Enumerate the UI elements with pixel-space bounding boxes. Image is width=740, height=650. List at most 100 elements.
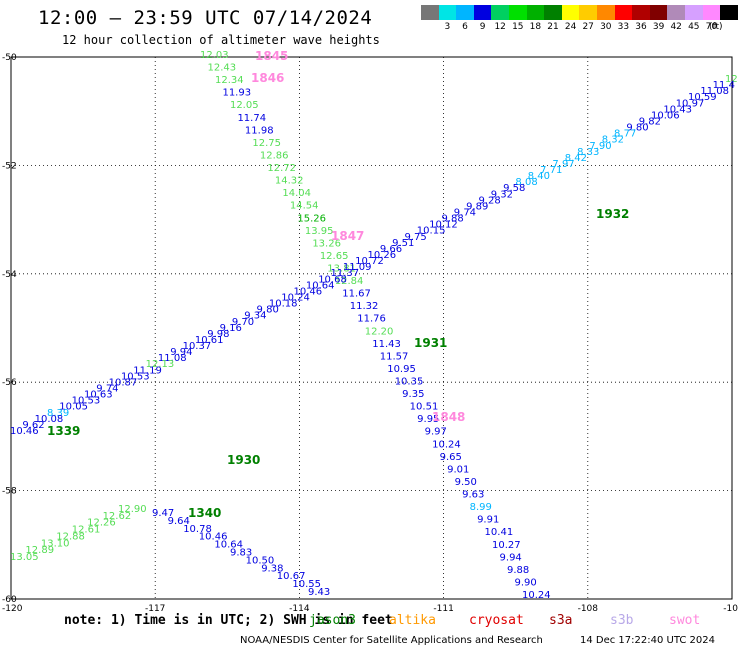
track-b-value: 10.63 (84, 390, 113, 401)
track-d-value: 10.64 (214, 540, 243, 551)
track-c-value: 12.90 (118, 504, 147, 515)
track-b-value: 9.80 (626, 123, 648, 134)
legend-label: 36 (635, 22, 647, 32)
track-a-value: 11.67 (342, 289, 371, 300)
page-subtitle: 12 hour collection of altimeter wave hei… (62, 33, 380, 47)
track-a-value: 12.03 (200, 50, 229, 61)
track-c-value: 13.10 (41, 538, 70, 549)
satellite-name: jason3 (309, 613, 356, 628)
track-d-value: 9.83 (230, 548, 252, 559)
track-a-value: 11.43 (372, 339, 401, 350)
legend-label: 24 (564, 22, 577, 32)
track-a-value: 9.95 (417, 414, 439, 425)
track-b-value: 9.74 (454, 208, 476, 219)
map-grid (11, 57, 732, 599)
pass-time-label: 1340 (188, 506, 221, 520)
track-a-value: 11.57 (380, 351, 409, 362)
track-b-value: 10.24 (281, 292, 310, 303)
track-a-value: 12.72 (267, 163, 296, 174)
latitude-label: -56 (2, 378, 17, 388)
legend-swatch (508, 5, 527, 20)
color-legend-labels: 3 6 9 12 15 18 21 24 27 30 33 36 39 42 45 70 (421, 22, 731, 34)
satellite-name: s3a (549, 613, 573, 628)
pass-time-label: 1931 (414, 336, 447, 350)
track-a-value: 12.05 (230, 100, 259, 111)
legend-swatch (526, 5, 545, 20)
longitude-label: -108 (578, 604, 599, 614)
track-b-value: 11.37 (331, 268, 360, 279)
track-b-value: 9.88 (441, 214, 463, 225)
track-b-value: 9.66 (380, 244, 402, 255)
footer-note: note: 1) Time is in UTC; 2) SWH is in fe… (64, 613, 393, 628)
track-d-value: 9.64 (168, 516, 190, 527)
legend-label: 9 (479, 22, 486, 32)
legend-label: 15 (512, 22, 524, 32)
track-b-value: 10.12 (429, 220, 458, 231)
track-b-value: 9.98 (207, 329, 229, 340)
track-b-value: 8.40 (528, 171, 550, 182)
legend-label: 21 (547, 22, 559, 32)
track-b-value: 9.32 (491, 189, 513, 200)
track-b-value: 9.51 (392, 238, 414, 249)
legend-swatch (561, 5, 580, 20)
track-a-value: 12.20 (365, 326, 394, 337)
legend-swatch (667, 5, 685, 20)
track-b-value: 10.61 (195, 335, 224, 346)
track-b-value: 9.94 (170, 347, 192, 358)
track-b-value: 8.33 (577, 147, 599, 158)
track-a-value: 8.99 (470, 502, 492, 513)
legend-swatch (421, 5, 439, 20)
pass-time-label: 1847 (331, 229, 364, 243)
pass-time-label: 1930 (227, 453, 260, 467)
track-b-value: 10.37 (183, 341, 212, 352)
legend-swatch (579, 5, 597, 20)
track-b-value: 12.13 (146, 359, 175, 370)
legend-swatch (614, 5, 633, 20)
footer-credit: NOAA/NESDIS Center for Satellite Applica… (240, 635, 543, 646)
track-b-value: 10.72 (355, 256, 384, 267)
legend-label: 39 (652, 22, 665, 32)
legend-label: 33 (617, 22, 630, 32)
track-b-value: 9.70 (232, 317, 254, 328)
track-c-value: 12.88 (56, 531, 85, 542)
legend-label: 45 (688, 22, 700, 32)
track-b-value: 11.08 (700, 86, 729, 97)
color-legend (421, 5, 738, 21)
latitude-label: -58 (2, 487, 17, 497)
legend-swatch (491, 5, 509, 20)
track-a-value: 11.32 (350, 301, 379, 312)
track-b-value: 10.46 (10, 426, 39, 437)
track-b-value: 9.58 (503, 183, 525, 194)
track-c-value: 12.61 (72, 525, 101, 536)
legend-swatch (632, 5, 650, 20)
track-b-value: 9.28 (478, 195, 500, 206)
track-b-value: 11.19 (133, 365, 162, 376)
track-a-value: 9.97 (425, 427, 447, 438)
track-b-value: 10.53 (121, 371, 150, 382)
pass-time-label: 1846 (251, 71, 284, 85)
track-a-value: 11.76 (357, 314, 386, 325)
track-a-value: 14.54 (290, 201, 319, 212)
track-a-value: 11.93 (222, 88, 251, 99)
track-b-value: 9.34 (244, 311, 266, 322)
track-a-value: 9.35 (402, 389, 424, 400)
track-b-value: 10.53 (72, 396, 101, 407)
track-b-value: 10.64 (306, 280, 335, 291)
track-b-value: 11.4 (713, 80, 735, 91)
track-a-value: 14.32 (275, 176, 304, 187)
latitude-label: -50 (2, 53, 17, 63)
track-a-value: 9.94 (500, 552, 522, 563)
pass-time-label: 1932 (596, 207, 629, 221)
satellite-name: altika (389, 613, 436, 628)
legend-swatch (473, 5, 492, 20)
track-b-value: 9.89 (466, 201, 488, 212)
track-a-value: 9.63 (462, 490, 484, 501)
track-a-value: 9.91 (477, 515, 499, 526)
legend-swatch (684, 5, 703, 20)
track-a-value: 10.24 (432, 439, 461, 450)
track-b-value: 9.75 (404, 232, 426, 243)
track-a-value: 10.35 (395, 377, 424, 388)
track-c-value: 12.89 (25, 545, 54, 556)
track-a-value: 9.65 (440, 452, 462, 463)
legend-label: 27 (582, 22, 594, 32)
